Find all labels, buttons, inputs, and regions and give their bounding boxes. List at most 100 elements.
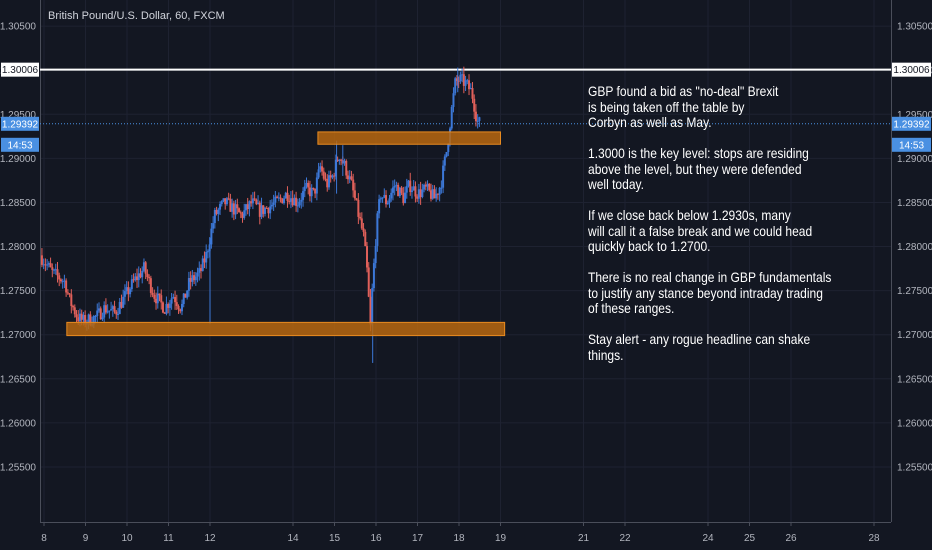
candle-body [248, 201, 251, 210]
x-tick-label: 19 [495, 533, 507, 544]
candle-body [367, 267, 370, 297]
candle-body [391, 187, 394, 193]
candle-body [77, 317, 80, 322]
candle-body [96, 310, 99, 317]
candle-body [423, 184, 426, 190]
last-price-label-right: 1.29392 [892, 116, 931, 131]
candle-body [295, 197, 298, 206]
y-tick-label-left: 1.29500 [0, 110, 36, 121]
candle-body [191, 275, 194, 282]
candle-body [359, 216, 362, 219]
candle-body [232, 203, 235, 215]
key-level-label-right-bg [892, 62, 931, 77]
candle-body [44, 264, 47, 266]
candle-body [40, 255, 43, 265]
countdown-label-left-text: 14:53 [7, 140, 32, 151]
note-paragraph-3: If we close back below 1.2930s, many wil… [588, 207, 813, 254]
candle-body [468, 80, 471, 90]
candle-body [224, 198, 227, 205]
candle-body [61, 281, 64, 283]
candle-body [455, 78, 458, 81]
candle-body [293, 197, 296, 206]
candle-body [94, 316, 97, 318]
candle-body [305, 182, 308, 187]
y-tick-label-right: 1.27500 [897, 286, 932, 297]
candle-body [179, 309, 182, 312]
candle-body [75, 314, 78, 318]
candle-body [142, 262, 145, 271]
candle-body [103, 305, 106, 318]
candle-body [220, 201, 223, 205]
candle-body [151, 292, 154, 295]
candle-body [231, 203, 234, 212]
candle-body [327, 175, 330, 188]
candle-body [156, 293, 159, 304]
candle-body [115, 311, 118, 315]
candle-body [324, 178, 327, 180]
candle-body [180, 303, 183, 312]
candle-body [42, 264, 45, 266]
candle-body [283, 198, 286, 204]
candle-body [317, 169, 320, 178]
candle-body [414, 186, 417, 197]
candle-body [362, 228, 365, 232]
y-tick-label-left: 1.28000 [0, 242, 36, 253]
countdown-label-left-bg [1, 137, 39, 152]
y-tick-label-left: 1.25500 [0, 462, 36, 473]
candle-body [172, 297, 175, 299]
candle-body [170, 298, 173, 304]
candle-body [205, 251, 208, 263]
candle-body [383, 195, 386, 198]
countdown-label-left: 14:53 [1, 137, 39, 152]
zones [66, 131, 506, 337]
candle-body [229, 198, 232, 212]
candle-body [350, 176, 353, 180]
candle-body [404, 192, 407, 204]
x-tick-label: 16 [370, 533, 382, 544]
candle-body [213, 209, 216, 224]
candle-body [265, 207, 268, 209]
candle-body [177, 306, 180, 310]
candle-body [84, 315, 87, 325]
candle-body [281, 198, 284, 204]
candle-body [161, 302, 164, 313]
key-level-label-left: 1.30006 [1, 62, 39, 77]
candle-body [360, 218, 363, 229]
candle-body [269, 206, 272, 214]
candle-body [174, 297, 177, 303]
candle-body [336, 159, 339, 162]
candle-body [239, 212, 242, 214]
candle-body [270, 204, 273, 207]
candle-body [89, 314, 92, 326]
candle-body [443, 156, 446, 166]
candle-body [333, 175, 336, 177]
candle-body [68, 293, 71, 295]
candle-body [244, 204, 247, 211]
candle-body [348, 176, 351, 180]
candle-body [471, 88, 474, 99]
x-tick-label: 24 [702, 533, 714, 544]
x-tick-label: 8 [41, 533, 47, 544]
y-tick-label-left: 1.26000 [0, 418, 36, 429]
candle-body [395, 184, 398, 187]
y-tick-label-left: 1.27000 [0, 330, 36, 341]
candle-body [257, 202, 260, 205]
candle-body [56, 269, 59, 276]
candle-body [457, 80, 460, 82]
y-tick-label-right: 1.28500 [897, 198, 932, 209]
candle-body [454, 78, 457, 94]
countdown-label-right: 14:53 [892, 137, 931, 152]
candle-body [410, 190, 413, 193]
candle-body [421, 189, 424, 198]
x-tick-label: 14 [287, 533, 299, 544]
candle-body [168, 303, 171, 308]
candle-body [234, 204, 237, 215]
candle-body [296, 205, 299, 207]
candle-body [165, 304, 168, 314]
candle-body [78, 313, 81, 322]
candle-body [236, 204, 239, 209]
candle-body [303, 186, 306, 192]
candle-body [54, 269, 57, 271]
